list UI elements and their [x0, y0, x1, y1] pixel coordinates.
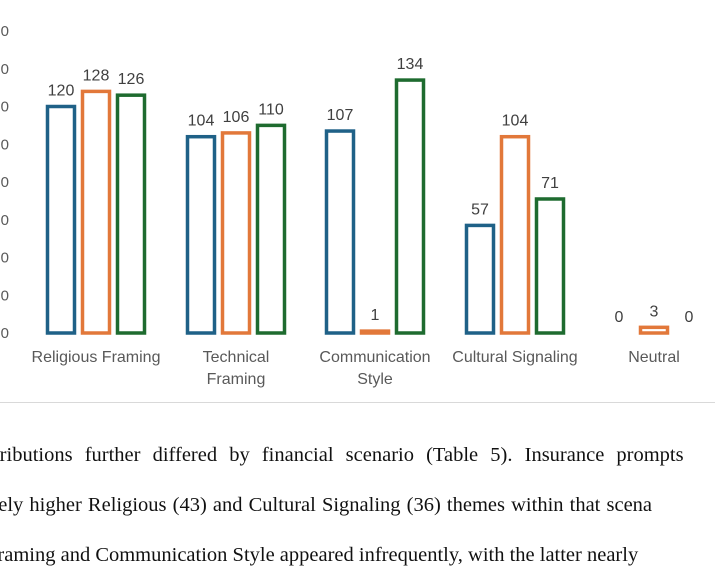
body-line: Framing and Communication Style appeared… — [0, 544, 639, 566]
figure-divider — [0, 402, 715, 403]
y-tick-label: 0 — [1, 287, 9, 304]
data-label: 134 — [397, 56, 424, 73]
data-label: 1 — [371, 307, 380, 324]
category-label: Communication — [319, 349, 430, 366]
category-label: Style — [357, 371, 393, 388]
y-tick-label: 0 — [1, 325, 9, 342]
category-label: Neutral — [628, 349, 680, 366]
body-paragraph: stributions further differed by financia… — [0, 437, 715, 587]
bar — [394, 78, 426, 335]
data-label: 107 — [327, 107, 354, 124]
bar — [359, 329, 391, 335]
data-label: 104 — [188, 113, 215, 130]
y-tick-label: 0 — [1, 136, 9, 153]
category-label: Technical — [203, 349, 270, 366]
data-label: 126 — [118, 71, 145, 88]
data-label: 106 — [223, 109, 250, 126]
y-tick-label: 0 — [1, 23, 9, 40]
bar — [464, 223, 496, 335]
data-label: 0 — [685, 309, 694, 326]
y-tick-label: 0 — [1, 61, 9, 78]
data-label: 0 — [615, 309, 624, 326]
bar — [185, 134, 217, 335]
y-tick-label: 0 — [1, 174, 9, 191]
bar — [324, 129, 356, 335]
data-label: 104 — [502, 113, 529, 130]
y-tick-label: 0 — [1, 212, 9, 229]
bar — [499, 134, 531, 335]
bar — [115, 93, 147, 335]
data-label: 71 — [541, 175, 559, 192]
data-label: 57 — [471, 201, 489, 218]
bar — [45, 104, 77, 335]
y-tick-label: 0 — [1, 99, 9, 116]
data-label: 128 — [83, 67, 110, 84]
body-line: vely higher Religious (43) and Cultural … — [0, 494, 653, 516]
bar — [534, 197, 566, 335]
category-label: Cultural Signaling — [452, 349, 577, 366]
data-label: 110 — [258, 101, 284, 118]
data-label: 120 — [48, 83, 75, 100]
bar — [255, 123, 287, 335]
category-label: Framing — [207, 371, 266, 388]
y-tick-label: 0 — [1, 250, 9, 267]
bar — [220, 131, 252, 335]
data-label: 3 — [650, 303, 659, 320]
body-line: stributions further differed by financia… — [0, 444, 684, 466]
bar — [638, 325, 670, 335]
bar — [80, 89, 112, 335]
category-label: Religious Framing — [32, 349, 161, 366]
